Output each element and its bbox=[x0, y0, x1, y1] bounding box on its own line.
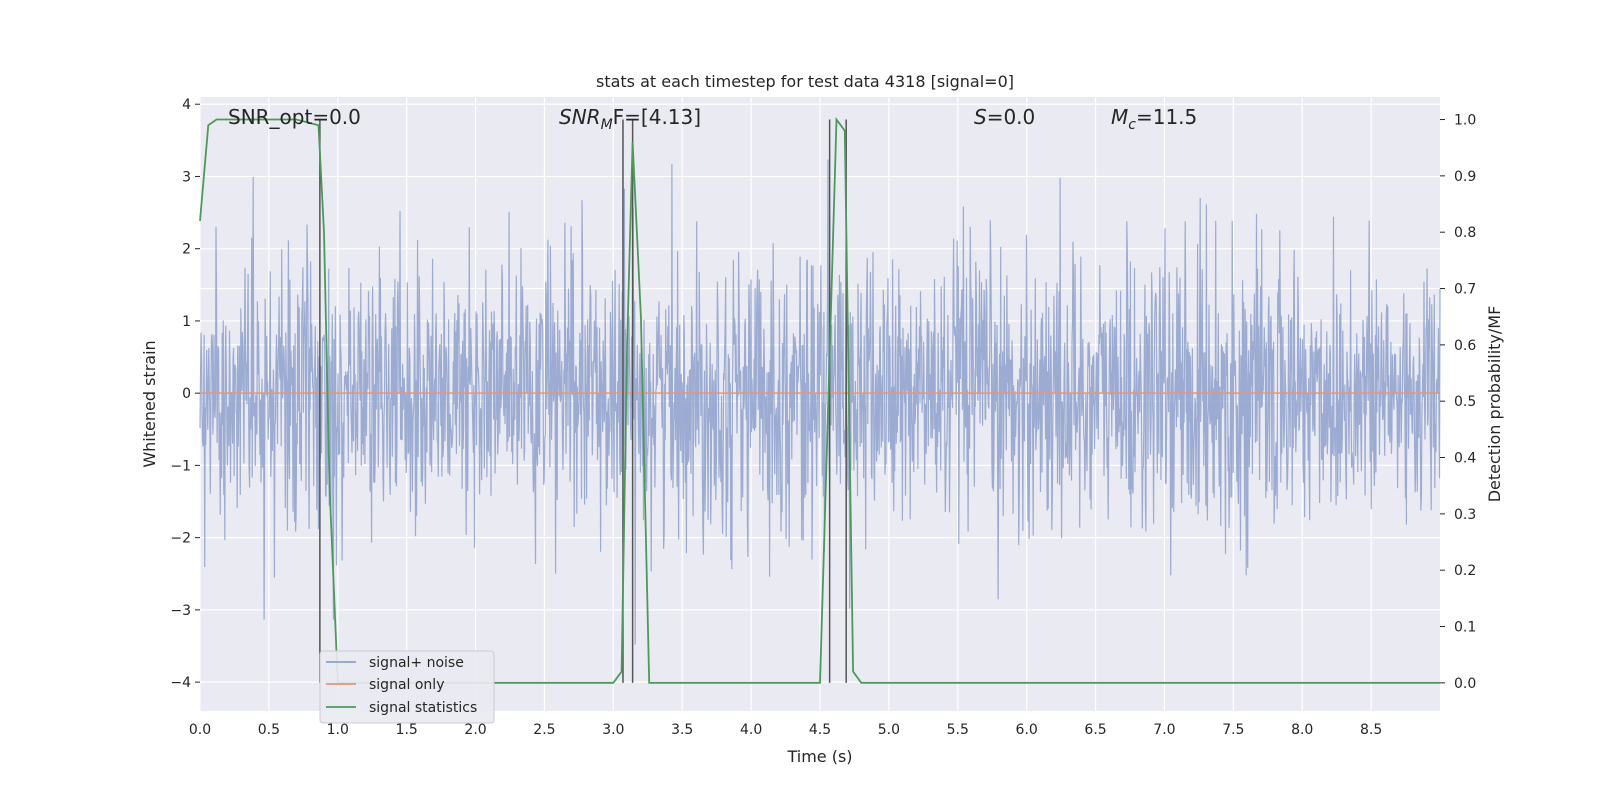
y2-tick-label: 0.6 bbox=[1454, 338, 1476, 354]
x-tick-label: 5.5 bbox=[947, 722, 969, 738]
y2-axis-ticks: 0.0 0.1 0.2 0.3 0.4 0.5 0.6 0.7 0.8 0.9 1.0 bbox=[1440, 113, 1476, 692]
legend-box bbox=[319, 650, 495, 724]
x-tick-label: 8.5 bbox=[1360, 722, 1382, 738]
x-tick-label: 2.0 bbox=[464, 722, 486, 738]
y-tick-label: 3 bbox=[182, 169, 191, 185]
x-tick-label: 8.0 bbox=[1291, 722, 1313, 738]
legend-label-signal-only: signal only bbox=[369, 677, 444, 693]
y-tick-label: −3 bbox=[170, 603, 191, 619]
legend-label-signal-statistics: signal statistics bbox=[369, 700, 477, 716]
y2-tick-label: 0.3 bbox=[1454, 507, 1476, 523]
x-tick-label: 3.0 bbox=[602, 722, 624, 738]
x-tick-label: 7.5 bbox=[1222, 722, 1244, 738]
y2-tick-label: 0.4 bbox=[1454, 451, 1476, 467]
annotation-mc: Mc=11.5 bbox=[1111, 105, 1197, 133]
y2-tick-label: 1.0 bbox=[1454, 113, 1476, 129]
chart-title: stats at each timestep for test data 431… bbox=[596, 72, 1014, 91]
x-tick-label: 0.0 bbox=[189, 722, 211, 738]
x-tick-label: 6.5 bbox=[1084, 722, 1106, 738]
x-axis-ticks: 0.0 0.5 1.0 1.5 2.0 2.5 3.0 3.5 4.0 4.5 5.0 5.5 6.0 6… bbox=[189, 722, 1382, 738]
x-tick-label: 1.0 bbox=[327, 722, 349, 738]
x-tick-label: 6.0 bbox=[1016, 722, 1038, 738]
y-tick-label: −1 bbox=[170, 458, 191, 474]
signal-noise-series bbox=[199, 159, 1441, 645]
y2-tick-label: 0.0 bbox=[1454, 676, 1476, 692]
y2-tick-label: 0.5 bbox=[1454, 394, 1476, 410]
x-tick-label: 7.0 bbox=[1153, 722, 1175, 738]
y-tick-label: 2 bbox=[182, 242, 191, 258]
snr-mf-rest: F=[4.13] bbox=[613, 105, 701, 129]
x-tick-label: 5.0 bbox=[878, 722, 900, 738]
x-tick-label: 4.5 bbox=[809, 722, 831, 738]
legend-label-signal-noise: signal+ noise bbox=[369, 655, 464, 671]
y2-tick-label: 0.8 bbox=[1454, 225, 1476, 241]
y-axis-ticks: −4 −3 −2 −1 0 1 2 3 4 bbox=[170, 97, 200, 691]
annotation-snr-opt: SNR_opt=0.0 bbox=[228, 105, 361, 129]
y2-tick-label: 0.9 bbox=[1454, 169, 1476, 185]
annotation-s: S=0.0 bbox=[974, 105, 1035, 129]
x-tick-label: 2.5 bbox=[533, 722, 555, 738]
x-tick-label: 3.5 bbox=[671, 722, 693, 738]
s-italic: S bbox=[974, 105, 987, 129]
x-tick-label: 0.5 bbox=[258, 722, 280, 738]
y-tick-label: 4 bbox=[182, 97, 191, 113]
snr-mf-main: SNR bbox=[559, 105, 601, 129]
y-tick-label: −4 bbox=[170, 675, 191, 691]
y2-axis-label: Detection probability/MF bbox=[1485, 306, 1504, 503]
y2-tick-label: 0.7 bbox=[1454, 282, 1476, 298]
x-tick-label: 1.5 bbox=[396, 722, 418, 738]
s-rest: =0.0 bbox=[987, 105, 1036, 129]
signal-statistics-series bbox=[199, 116, 1440, 684]
mc-main: M bbox=[1111, 105, 1128, 129]
statistics-line bbox=[199, 116, 1440, 684]
x-axis-label: Time (s) bbox=[786, 747, 852, 766]
snr-mf-sub: M bbox=[601, 117, 613, 133]
x-tick-label: 4.0 bbox=[740, 722, 762, 738]
mc-sub: c bbox=[1128, 117, 1136, 133]
y-axis-label: Whitened strain bbox=[140, 340, 159, 467]
noise-line bbox=[199, 159, 1441, 645]
annotation-snr-mf: SNRMF=[4.13] bbox=[559, 105, 701, 133]
y-tick-label: 1 bbox=[182, 314, 191, 330]
mc-rest: =11.5 bbox=[1136, 105, 1197, 129]
y-tick-label: 0 bbox=[182, 386, 191, 402]
y-tick-label: −2 bbox=[170, 531, 191, 547]
legend: signal+ noise signal only signal statist… bbox=[319, 650, 495, 724]
y2-tick-label: 0.1 bbox=[1454, 620, 1476, 636]
y2-tick-label: 0.2 bbox=[1454, 563, 1476, 579]
